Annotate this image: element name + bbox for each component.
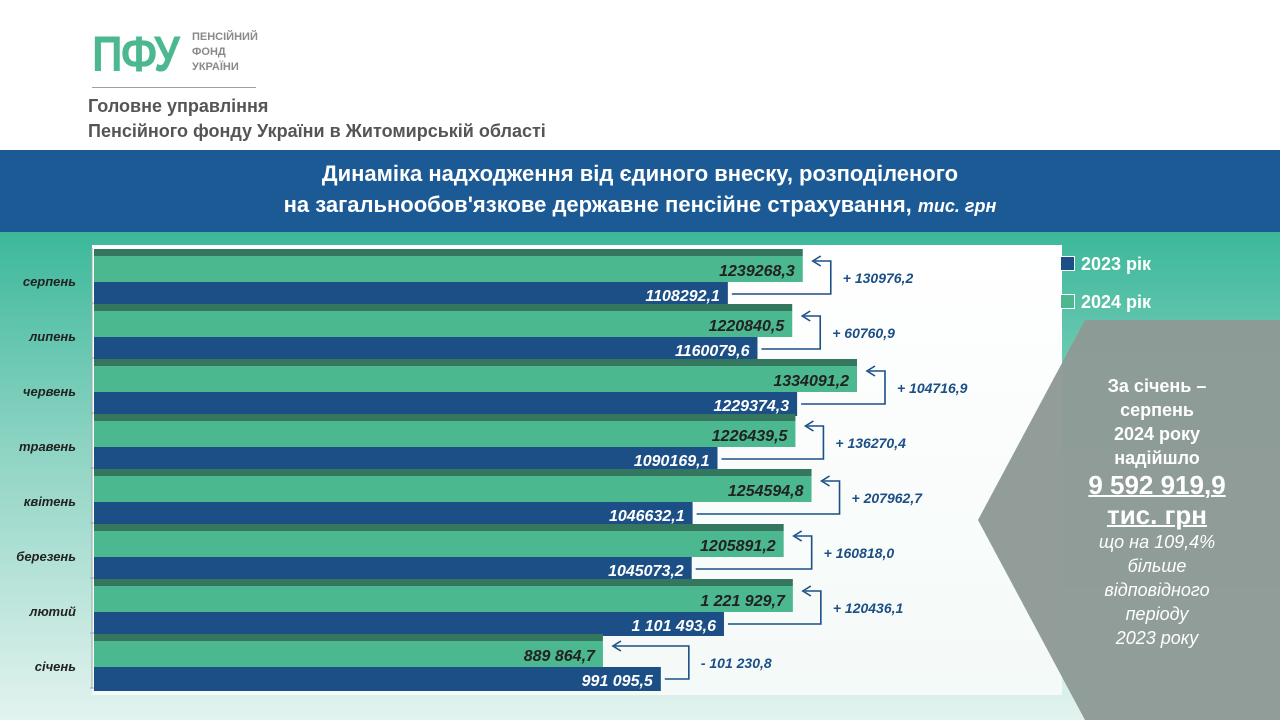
data-label-2023: 1046632,1: [609, 508, 685, 525]
difference-bracket: [614, 645, 690, 680]
data-label-2024: 1254594,8: [728, 483, 804, 500]
logo-sub-line: УКРАЇНИ: [192, 61, 239, 73]
logo-mark: ПФУ: [92, 26, 180, 82]
category-label: квітень: [24, 494, 76, 509]
bar-2024: [94, 641, 603, 667]
legend-item-2023: 2023 рік: [1060, 254, 1151, 275]
difference-arrowhead: [800, 310, 811, 322]
data-label-2023: 1090169,1: [634, 453, 710, 470]
bar-2024: [94, 476, 812, 502]
logo-subtitle: ПЕНСІЙНИЙ ФОНД УКРАЇНИ: [192, 30, 258, 75]
org-line-1: Головне управління: [88, 96, 269, 116]
bar-2024-top: [94, 359, 857, 366]
chart-title-band: Динаміка надходження від єдиного внеску,…: [0, 150, 1280, 232]
difference-bracket: [731, 260, 832, 295]
category-label: серпень: [23, 274, 76, 289]
difference-arrowhead: [811, 255, 822, 267]
bar-2023: [94, 392, 798, 416]
chart-title-text: на загальнообов'язкове державне пенсійне…: [283, 192, 912, 217]
data-label-2023: 1160079,6: [675, 343, 750, 360]
difference-label: + 160818,0: [824, 545, 895, 561]
data-label-2024: 1220840,5: [709, 318, 786, 335]
difference-arrowhead: [803, 420, 814, 432]
chart-title-line-2: на загальнообов'язкове державне пенсійне…: [0, 189, 1280, 222]
bar-2024: [94, 531, 784, 557]
difference-label: + 60760,9: [832, 325, 895, 341]
data-label-2024: 1205891,2: [700, 538, 776, 555]
difference-bracket: [721, 425, 825, 460]
difference-label: + 207962,7: [852, 490, 924, 506]
bar-2024: [94, 586, 793, 612]
data-label-2023: 1229374,3: [713, 398, 789, 415]
bar-2023: [94, 282, 728, 306]
logo-sub-line: ФОНД: [192, 46, 226, 58]
bar-2023: [94, 337, 758, 361]
bar-2024-top: [94, 469, 812, 476]
data-label-2023: 991 095,5: [582, 673, 654, 690]
bar-2024: [94, 256, 803, 282]
legend-item-2024: 2024 рік: [1060, 292, 1151, 313]
bar-2024-top: [94, 304, 793, 311]
pfu-logo: ПФУ ПЕНСІЙНИЙ ФОНД УКРАЇНИ: [92, 26, 262, 88]
data-label-2024: 1239268,3: [719, 263, 795, 280]
chart-unit: тис. грн: [917, 196, 997, 216]
logo-divider: [92, 87, 256, 88]
header: ПФУ ПЕНСІЙНИЙ ФОНД УКРАЇНИ Головне управ…: [0, 0, 1280, 150]
legend-swatch-2024: [1060, 294, 1075, 309]
category-label: червень: [23, 384, 76, 399]
difference-arrowhead: [801, 585, 812, 597]
legend-label-2024: 2024 рік: [1081, 292, 1152, 312]
chart-title-line-1: Динаміка надходження від єдиного внеску,…: [321, 161, 959, 186]
difference-arrowhead: [792, 530, 803, 542]
difference-label: + 130976,2: [843, 270, 914, 286]
organization-name: Головне управління Пенсійного фонду Укра…: [88, 94, 546, 144]
data-label-2023: 1108292,1: [645, 288, 720, 305]
difference-label: + 104716,9: [897, 380, 968, 396]
difference-bracket: [696, 480, 841, 515]
category-label: січень: [35, 659, 76, 674]
bar-2024: [94, 366, 857, 392]
legend-swatch-2023: [1060, 256, 1075, 271]
difference-label: - 101 230,8: [701, 655, 772, 671]
bar-2024: [94, 311, 793, 337]
category-label: травень: [19, 439, 76, 454]
data-label-2024: 889 864,7: [524, 648, 596, 665]
difference-bracket: [801, 370, 886, 405]
bar-2023: [94, 557, 692, 581]
category-label: лютий: [28, 604, 76, 619]
difference-label: + 136270,4: [835, 435, 906, 451]
difference-arrowhead: [820, 475, 830, 487]
bar-2024-top: [94, 249, 803, 256]
difference-bracket: [727, 590, 822, 625]
bar-2023: [94, 612, 724, 636]
bar-2024: [94, 421, 796, 447]
data-label-2023: 1 101 493,6: [631, 618, 716, 635]
org-line-2: Пенсійного фонду України в Житомирській …: [88, 121, 546, 141]
bar-2023: [94, 667, 661, 691]
difference-bracket: [761, 315, 822, 350]
bar-2024-top: [94, 579, 793, 586]
bar-2023: [94, 447, 718, 471]
data-label-2023: 1045073,2: [608, 563, 684, 580]
difference-arrowhead: [611, 640, 622, 652]
bar-2024-top: [94, 524, 784, 531]
logo-sub-line: ПЕНСІЙНИЙ: [192, 31, 258, 43]
bar-2024-top: [94, 414, 796, 421]
bar-2023: [94, 502, 693, 526]
difference-bracket: [695, 535, 813, 570]
category-label: липень: [28, 329, 76, 344]
data-label-2024: 1226439,5: [712, 428, 789, 445]
data-label-2024: 1 221 929,7: [700, 593, 786, 610]
data-label-2024: 1334091,2: [773, 373, 849, 390]
difference-arrowhead: [865, 365, 876, 377]
category-label: березень: [16, 549, 76, 564]
difference-label: + 120436,1: [833, 600, 904, 616]
bar-2024-top: [94, 634, 603, 641]
legend-label-2023: 2023 рік: [1081, 254, 1152, 274]
